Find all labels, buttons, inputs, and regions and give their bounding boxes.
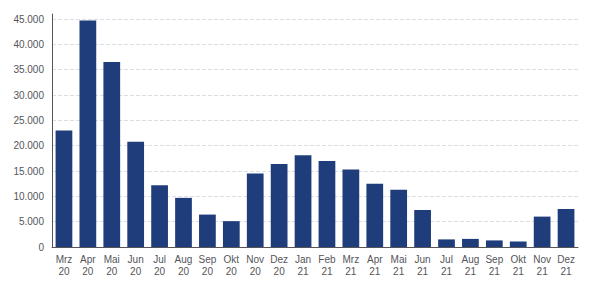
svg-text:Mrz: Mrz bbox=[343, 254, 360, 265]
svg-text:Sep: Sep bbox=[485, 254, 503, 265]
svg-text:Nov: Nov bbox=[533, 254, 551, 265]
svg-text:Feb: Feb bbox=[318, 254, 336, 265]
svg-text:Apr: Apr bbox=[80, 254, 96, 265]
svg-text:35.000: 35.000 bbox=[13, 64, 44, 75]
svg-text:Aug: Aug bbox=[462, 254, 480, 265]
svg-text:20: 20 bbox=[226, 266, 238, 277]
svg-text:21: 21 bbox=[417, 266, 429, 277]
svg-text:20: 20 bbox=[178, 266, 190, 277]
svg-text:Dez: Dez bbox=[270, 254, 288, 265]
svg-text:21: 21 bbox=[513, 266, 525, 277]
svg-text:15.000: 15.000 bbox=[13, 166, 44, 177]
svg-text:Nov: Nov bbox=[246, 254, 264, 265]
svg-text:20: 20 bbox=[106, 266, 118, 277]
svg-text:Jun: Jun bbox=[128, 254, 144, 265]
svg-text:20: 20 bbox=[82, 266, 94, 277]
svg-text:10.000: 10.000 bbox=[13, 191, 44, 202]
svg-text:45.000: 45.000 bbox=[13, 14, 44, 25]
svg-text:21: 21 bbox=[560, 266, 572, 277]
svg-text:5.000: 5.000 bbox=[19, 216, 44, 227]
svg-text:0: 0 bbox=[38, 242, 44, 253]
svg-text:21: 21 bbox=[489, 266, 501, 277]
svg-text:21: 21 bbox=[321, 266, 333, 277]
svg-text:20: 20 bbox=[250, 266, 262, 277]
svg-text:Jul: Jul bbox=[153, 254, 166, 265]
svg-text:Sep: Sep bbox=[199, 254, 217, 265]
svg-text:Mai: Mai bbox=[391, 254, 407, 265]
svg-text:21: 21 bbox=[537, 266, 549, 277]
svg-text:20: 20 bbox=[202, 266, 214, 277]
svg-text:40.000: 40.000 bbox=[13, 39, 44, 50]
svg-text:25.000: 25.000 bbox=[13, 115, 44, 126]
svg-text:21: 21 bbox=[297, 266, 309, 277]
svg-text:21: 21 bbox=[393, 266, 405, 277]
svg-text:Jul: Jul bbox=[440, 254, 453, 265]
svg-text:Okt: Okt bbox=[224, 254, 240, 265]
svg-text:Mrz: Mrz bbox=[56, 254, 73, 265]
svg-text:Mai: Mai bbox=[104, 254, 120, 265]
svg-text:21: 21 bbox=[345, 266, 357, 277]
svg-text:Okt: Okt bbox=[510, 254, 526, 265]
svg-text:20: 20 bbox=[154, 266, 166, 277]
svg-text:Dez: Dez bbox=[557, 254, 575, 265]
svg-text:20.000: 20.000 bbox=[13, 140, 44, 151]
svg-text:30.000: 30.000 bbox=[13, 90, 44, 101]
svg-text:21: 21 bbox=[441, 266, 453, 277]
svg-text:20: 20 bbox=[58, 266, 70, 277]
svg-text:20: 20 bbox=[130, 266, 142, 277]
svg-text:Aug: Aug bbox=[175, 254, 193, 265]
svg-text:Jan: Jan bbox=[295, 254, 311, 265]
svg-text:Jun: Jun bbox=[415, 254, 431, 265]
svg-text:20: 20 bbox=[274, 266, 286, 277]
svg-text:Apr: Apr bbox=[367, 254, 383, 265]
svg-text:21: 21 bbox=[369, 266, 381, 277]
svg-text:21: 21 bbox=[465, 266, 477, 277]
